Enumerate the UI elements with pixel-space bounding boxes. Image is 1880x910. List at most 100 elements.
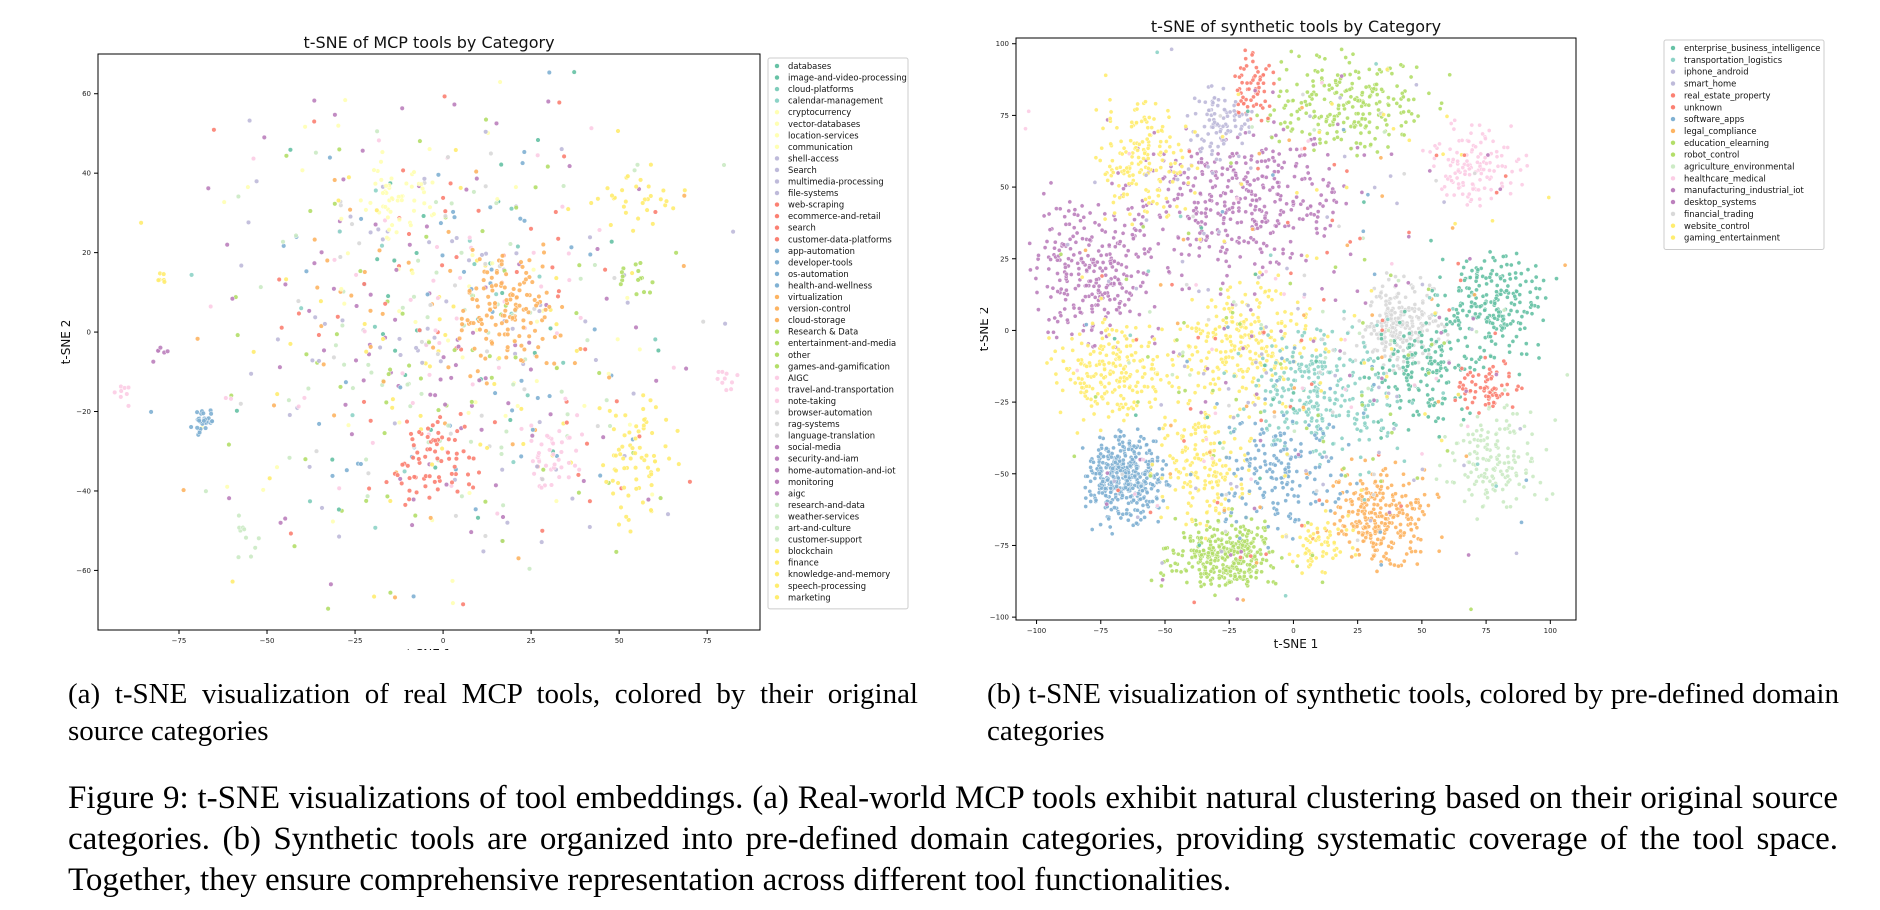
data-point (424, 223, 430, 230)
data-point (545, 164, 551, 170)
data-point (1403, 493, 1409, 499)
data-point (655, 467, 661, 473)
data-point (1110, 466, 1116, 471)
data-point (536, 458, 542, 465)
data-point (1216, 575, 1222, 581)
data-point (1384, 122, 1390, 128)
data-point (1374, 125, 1380, 131)
data-point (1237, 406, 1243, 412)
legend-marker (774, 294, 780, 300)
data-point (651, 453, 657, 459)
legend-marker (774, 74, 780, 81)
y-tick-label: 60 (82, 90, 91, 98)
data-point (500, 514, 506, 520)
data-point (1481, 365, 1486, 370)
data-point (1131, 236, 1136, 242)
data-point (1159, 475, 1165, 481)
data-point (307, 498, 313, 504)
data-point (1088, 478, 1093, 484)
data-point (1314, 52, 1320, 58)
data-point (363, 207, 369, 213)
data-point (365, 362, 371, 368)
data-point (1072, 380, 1078, 386)
data-point (228, 396, 234, 402)
data-point (1426, 90, 1432, 96)
data-point (336, 506, 342, 513)
data-point (1449, 178, 1454, 184)
data-point (395, 472, 401, 478)
legend-marker (774, 236, 780, 242)
data-point (1221, 545, 1227, 551)
data-point (1475, 159, 1480, 165)
data-point (1164, 214, 1170, 220)
legend-label: social-media (788, 442, 841, 452)
data-point (1181, 427, 1187, 433)
data-point (635, 268, 641, 274)
data-point (1105, 310, 1111, 316)
data-point (368, 370, 374, 376)
data-point (275, 336, 281, 342)
data-point (1182, 206, 1188, 212)
data-point (1121, 145, 1127, 151)
data-point (1256, 395, 1261, 401)
data-point (1179, 287, 1185, 292)
data-point (1205, 334, 1210, 339)
data-point (1099, 145, 1105, 151)
data-point (1200, 171, 1205, 177)
data-point (271, 402, 277, 408)
data-point (1183, 568, 1189, 574)
data-point (1401, 558, 1407, 564)
data-point (1313, 92, 1319, 98)
data-point (1291, 225, 1296, 231)
data-point (1330, 483, 1336, 489)
data-point (466, 257, 472, 263)
data-point (442, 208, 448, 214)
data-point (1159, 583, 1164, 589)
data-point (1154, 471, 1160, 477)
data-point (1315, 69, 1321, 75)
data-point (1267, 187, 1273, 193)
data-point (1343, 201, 1349, 206)
data-point (1149, 578, 1154, 583)
data-point (1467, 365, 1473, 370)
data-point (1163, 196, 1169, 201)
data-point (681, 263, 687, 269)
data-point (1175, 551, 1181, 557)
data-point (1490, 321, 1496, 326)
data-point (1408, 500, 1414, 506)
data-point (1278, 89, 1283, 94)
data-point (1137, 474, 1143, 480)
data-point (161, 271, 167, 277)
data-point (1447, 319, 1453, 325)
data-point (1396, 291, 1401, 296)
data-point (1404, 503, 1410, 509)
data-point (1124, 165, 1130, 171)
data-point (411, 496, 417, 503)
data-point (1154, 201, 1160, 207)
data-point (1466, 191, 1472, 197)
data-point (248, 554, 254, 560)
data-point (1103, 493, 1108, 498)
data-point (1166, 269, 1172, 275)
data-point (1251, 544, 1257, 550)
data-point (1356, 75, 1362, 81)
data-point (346, 174, 352, 180)
data-point (1169, 357, 1175, 363)
data-point (516, 333, 522, 339)
data-point (1256, 85, 1262, 90)
data-point (1327, 112, 1333, 117)
data-point (1140, 204, 1146, 209)
data-point (665, 511, 671, 517)
data-point (1115, 339, 1121, 345)
data-point (1451, 192, 1457, 198)
data-point (1231, 201, 1237, 206)
data-point (1304, 164, 1310, 170)
data-point (1409, 369, 1415, 375)
data-point (1418, 537, 1424, 543)
data-point (1486, 371, 1492, 377)
data-point (1447, 72, 1453, 78)
data-point (1300, 216, 1306, 222)
data-point (301, 395, 307, 401)
data-point (1261, 539, 1267, 545)
data-point (1469, 492, 1475, 498)
